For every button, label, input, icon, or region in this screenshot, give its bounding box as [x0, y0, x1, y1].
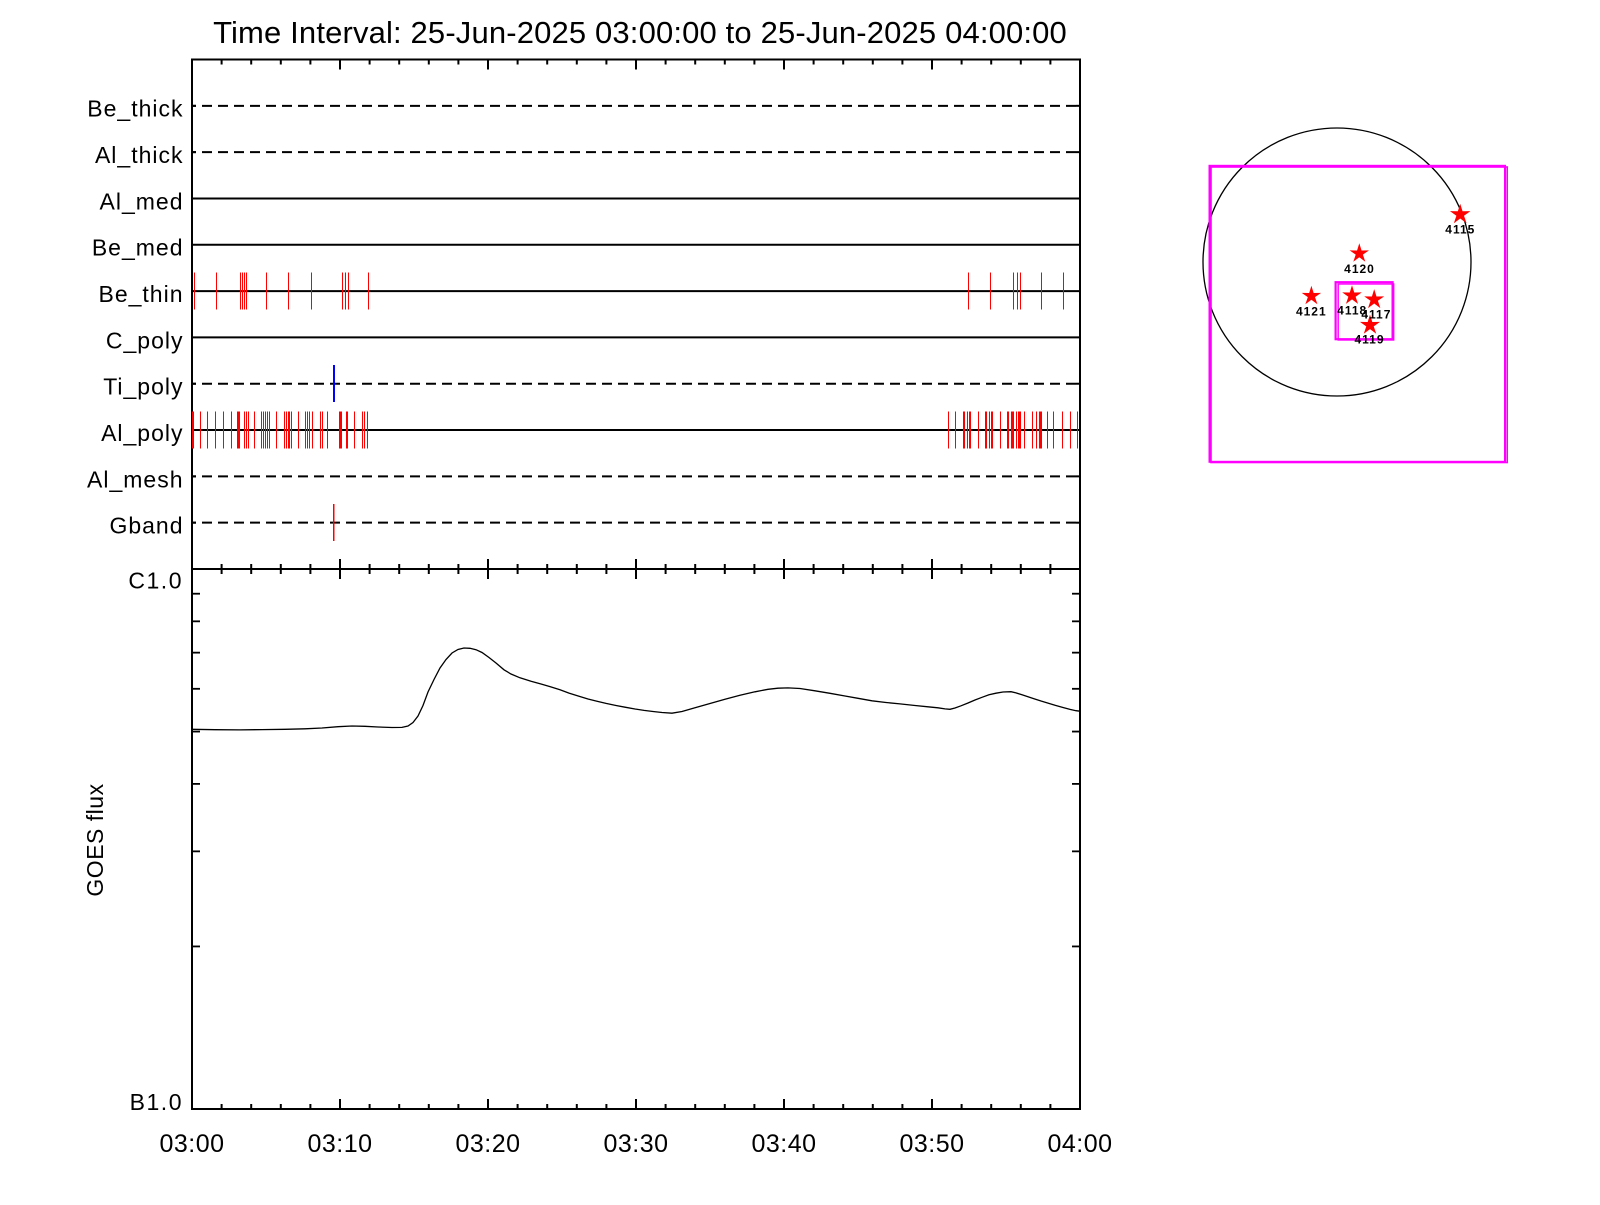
svg-text:GOES flux: GOES flux	[82, 783, 108, 896]
svg-text:03:00: 03:00	[159, 1130, 224, 1158]
svg-text:C1.0: C1.0	[128, 568, 183, 594]
svg-text:Time Interval: 25-Jun-2025 03:: Time Interval: 25-Jun-2025 03:00:00 to 2…	[213, 15, 1067, 50]
svg-text:Al_thick: Al_thick	[95, 142, 184, 168]
svg-text:03:20: 03:20	[455, 1130, 520, 1158]
svg-text:03:10: 03:10	[307, 1130, 372, 1158]
svg-text:04:00: 04:00	[1047, 1130, 1112, 1158]
svg-text:4118: 4118	[1337, 304, 1367, 318]
svg-text:03:40: 03:40	[751, 1130, 816, 1158]
svg-text:03:30: 03:30	[603, 1130, 668, 1158]
svg-text:4119: 4119	[1354, 332, 1384, 346]
svg-text:Be_thick: Be_thick	[87, 96, 183, 122]
svg-text:Gband: Gband	[109, 513, 183, 539]
svg-text:B1.0: B1.0	[130, 1089, 183, 1115]
svg-text:Al_mesh: Al_mesh	[87, 466, 183, 492]
svg-text:C_poly: C_poly	[106, 327, 184, 353]
svg-text:4117: 4117	[1361, 308, 1391, 322]
svg-text:Al_med: Al_med	[100, 188, 184, 214]
svg-text:Be_thin: Be_thin	[98, 281, 183, 307]
svg-text:Al_poly: Al_poly	[101, 420, 183, 446]
svg-text:4115: 4115	[1445, 222, 1475, 236]
svg-text:4120: 4120	[1344, 262, 1375, 276]
svg-text:03:50: 03:50	[899, 1130, 964, 1158]
svg-text:Be_med: Be_med	[92, 235, 184, 261]
svg-text:Ti_poly: Ti_poly	[103, 374, 183, 400]
svg-text:4121: 4121	[1296, 305, 1327, 319]
